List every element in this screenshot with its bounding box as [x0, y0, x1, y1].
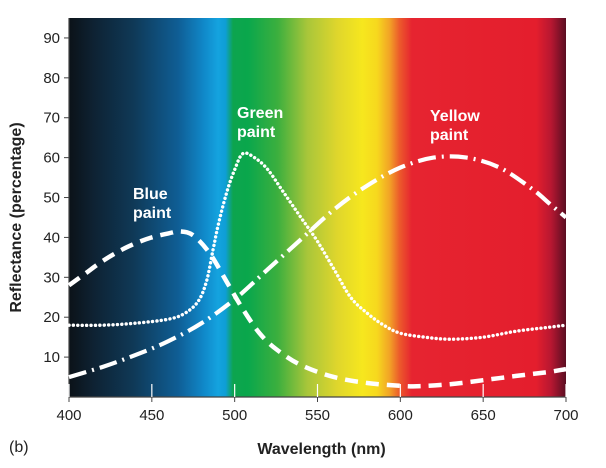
- x-tick-label: 700: [553, 407, 578, 424]
- series-line-blue-paint: [67, 229, 567, 389]
- series-line-green-paint: [67, 151, 568, 341]
- y-tick-label: 40: [43, 229, 60, 246]
- y-tick-label: 10: [43, 349, 60, 366]
- series-labels: Blue paint Green paint Yellow paint: [133, 105, 480, 222]
- x-tick-label: 600: [388, 407, 413, 424]
- y-tick-label: 70: [43, 110, 60, 127]
- x-tick-label: 450: [139, 407, 164, 424]
- y-tick-label: 60: [43, 150, 60, 167]
- y-axis-title: Reflectance (percentage): [8, 122, 25, 312]
- y-tick-label: 50: [43, 190, 60, 207]
- axes: 10 20 30 40 50 60 70 80 90 400 450 500 550 600 650 700: [43, 18, 579, 424]
- panel-label: (b): [9, 439, 29, 456]
- series-label-green-paint: Green: [237, 105, 283, 122]
- x-tick-label: 400: [56, 407, 81, 424]
- curves: [67, 151, 568, 389]
- series-label-yellow-paint: Yellow: [430, 108, 480, 125]
- series-label-blue-paint: paint: [133, 205, 172, 222]
- y-tick-label: 20: [43, 309, 60, 326]
- x-tick-label: 500: [222, 407, 247, 424]
- y-tick-label: 30: [43, 269, 60, 286]
- series-label-yellow-paint: paint: [430, 127, 469, 144]
- series-label-green-paint: paint: [237, 124, 276, 141]
- x-axis-title: Wavelength (nm): [257, 441, 385, 458]
- spectrum-background: [69, 18, 566, 397]
- x-tick-label: 550: [305, 407, 330, 424]
- y-tick-label: 80: [43, 70, 60, 87]
- x-tick-label: 650: [471, 407, 496, 424]
- y-tick-label: 90: [43, 30, 60, 47]
- series-label-blue-paint: Blue: [133, 186, 168, 203]
